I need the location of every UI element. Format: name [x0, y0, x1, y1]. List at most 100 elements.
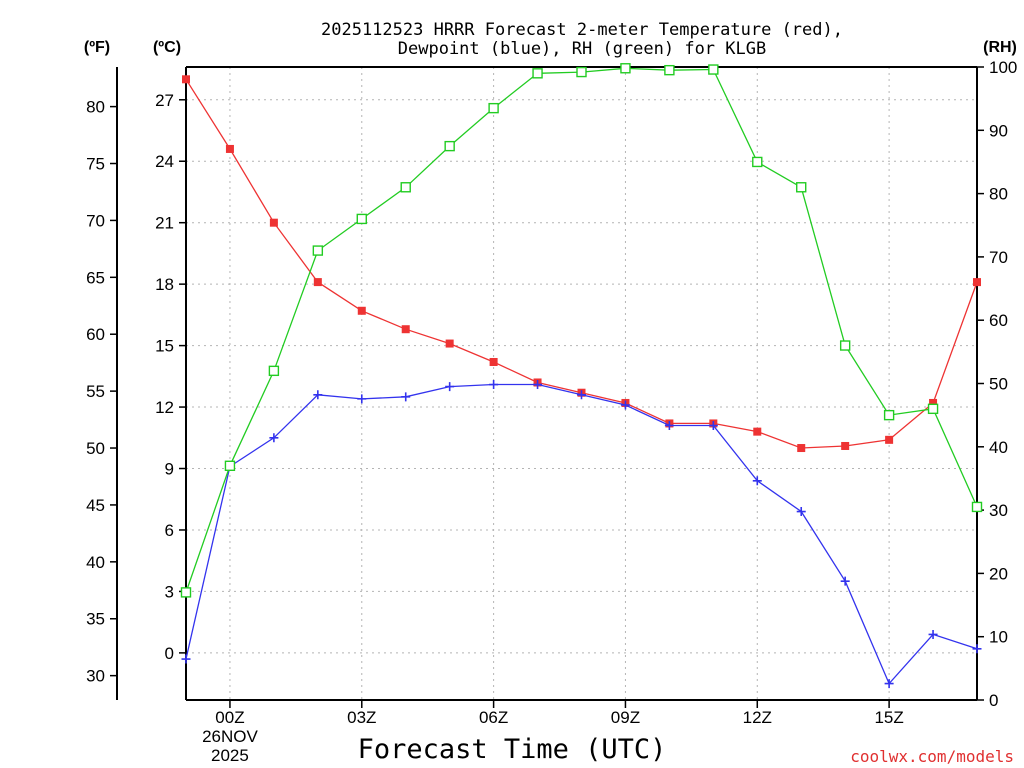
- rh-line: [185, 67, 978, 593]
- temperature-point: [225, 144, 234, 153]
- dewpoint-point: [840, 576, 850, 586]
- rh-tick-label: 100: [989, 58, 1017, 77]
- rh-point: [488, 102, 499, 114]
- axes: 30 35 40 45 50 55 60 65 70 75 80 0 3 6 9 12 15 18 21 24 27 0 1…: [86, 58, 1017, 765]
- rh-point: [444, 140, 455, 152]
- x-tick-label: 06Z: [479, 708, 508, 727]
- celsius-tick-label: 0: [165, 644, 174, 663]
- rh-point: [883, 409, 895, 421]
- rh-tick-label: 0: [989, 691, 998, 710]
- dewpoint-point: [928, 629, 938, 639]
- dewpoint-point: [577, 390, 586, 400]
- temperature-point: [445, 339, 454, 348]
- celsius-tick-label: 12: [155, 398, 174, 417]
- temperature-point: [182, 75, 190, 84]
- celsius-tick-label: 18: [155, 275, 174, 294]
- rh-point: [927, 403, 939, 415]
- rh-tick-label: 60: [989, 311, 1008, 330]
- x-tick-label: 12Z: [743, 708, 772, 727]
- x-tick-label: 03Z: [347, 708, 376, 727]
- celsius-tick-label: 9: [165, 460, 174, 479]
- fahrenheit-tick-label: 80: [86, 98, 105, 117]
- x-tick-label: 00Z: [215, 708, 244, 727]
- rh-tick-label: 20: [989, 564, 1008, 583]
- rh-point: [312, 245, 324, 256]
- fahrenheit-tick-label: 70: [86, 211, 105, 230]
- temperature-point: [841, 441, 850, 450]
- celsius-tick-label: 6: [165, 521, 174, 540]
- rh-tick-label: 30: [989, 501, 1008, 520]
- x-tick-label: 15Z: [874, 708, 903, 727]
- rh-tick-label: 90: [989, 121, 1008, 140]
- dewpoint-point: [445, 382, 455, 392]
- fahrenheit-tick-label: 45: [86, 496, 105, 515]
- dewpoint-point: [620, 400, 630, 410]
- x-tick-date-label: 26NOV: [202, 727, 258, 746]
- rh-point: [752, 156, 763, 168]
- fahrenheit-tick-label: 55: [86, 382, 105, 401]
- dewpoint-point: [884, 679, 894, 689]
- chart-title-line-1: 2025112523 HRRR Forecast 2-meter Tempera…: [321, 20, 843, 40]
- temperature-point: [753, 427, 762, 436]
- fahrenheit-tick-label: 50: [86, 439, 105, 458]
- rh-tick-label: 40: [989, 438, 1008, 457]
- rh-point: [532, 68, 543, 79]
- temperature-point: [357, 306, 366, 315]
- rh-point: [400, 182, 411, 193]
- rh-point: [971, 501, 983, 513]
- dewpoint-point: [708, 420, 718, 430]
- temperature-point: [401, 325, 410, 334]
- dewpoint-point: [181, 654, 191, 664]
- dewpoint-point: [313, 390, 323, 400]
- x-tick-label: 09Z: [611, 708, 640, 727]
- dewpoint-point: [357, 394, 367, 404]
- grid-lines: [186, 67, 977, 700]
- x-tick-year-label: 2025: [211, 746, 249, 765]
- rh-point: [576, 66, 587, 78]
- x-axis-title: Forecast Time (UTC): [358, 734, 667, 765]
- fahrenheit-tick-label: 35: [86, 610, 105, 629]
- unit-label-fahrenheit: (ºF): [84, 39, 110, 56]
- rh-point: [620, 63, 631, 74]
- chart-title-line-2: Dewpoint (blue), RH (green) for KLGB: [398, 39, 766, 59]
- celsius-tick-label: 27: [155, 91, 174, 110]
- celsius-tick-label: 21: [155, 214, 174, 233]
- rh-point: [224, 460, 236, 471]
- rh-tick-label: 70: [989, 248, 1008, 267]
- unit-label-celsius: (ºC): [153, 39, 181, 56]
- temperature-point: [973, 278, 981, 287]
- temperature-point: [797, 444, 806, 453]
- fahrenheit-tick-label: 75: [86, 155, 105, 174]
- rh-tick-label: 80: [989, 185, 1008, 204]
- rh-point: [708, 64, 719, 75]
- unit-label-rh: (RH): [983, 39, 1017, 56]
- temperature-point: [929, 398, 938, 407]
- rh-point: [268, 365, 280, 377]
- dewpoint-point: [401, 392, 411, 402]
- rh-point: [664, 64, 675, 76]
- credit-text: coolwx.com/models: [850, 747, 1014, 766]
- fahrenheit-tick-label: 30: [86, 667, 105, 686]
- dewpoint-point: [972, 644, 982, 654]
- fahrenheit-tick-label: 65: [86, 268, 105, 287]
- temperature-point: [269, 218, 278, 227]
- celsius-tick-label: 24: [155, 152, 174, 171]
- temperature-point: [885, 435, 894, 444]
- rh-point: [839, 340, 851, 351]
- dewpoint-point: [796, 507, 806, 517]
- dewpoint-line: [185, 383, 978, 685]
- rh-tick-label: 10: [989, 628, 1008, 647]
- temperature-point: [489, 357, 498, 366]
- fahrenheit-tick-label: 60: [86, 325, 105, 344]
- data-series: [180, 63, 983, 689]
- dewpoint-point: [752, 476, 762, 486]
- dewpoint-point: [664, 420, 674, 430]
- dewpoint-point: [533, 380, 543, 390]
- celsius-tick-label: 3: [165, 582, 174, 601]
- rh-point: [796, 182, 807, 193]
- fahrenheit-tick-label: 40: [86, 553, 105, 572]
- dewpoint-point: [269, 433, 279, 443]
- rh-point: [180, 587, 192, 598]
- temperature-point: [313, 278, 322, 287]
